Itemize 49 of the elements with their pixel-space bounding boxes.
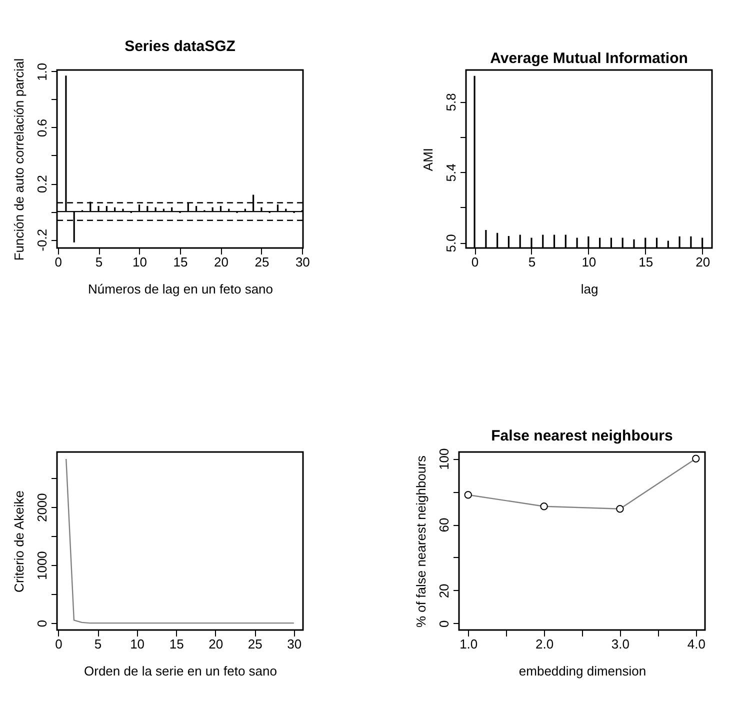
y-tick-label: 20: [436, 584, 452, 598]
x-axis-title: embedding dimension: [518, 664, 646, 678]
y-tick-label: 0: [436, 620, 452, 628]
x-tick-label: 20: [208, 636, 224, 652]
y-tick-label: 1.0: [34, 62, 50, 81]
x-tick-label: 15: [173, 254, 188, 270]
y-axis-title: % of false nearest neighbours: [414, 455, 428, 628]
x-tick-label: 5: [528, 254, 536, 270]
x-tick-label: 5: [95, 254, 103, 270]
x-tick-label: 3.0: [611, 636, 630, 652]
chart-title: Average Mutual Information: [490, 50, 688, 67]
y-axis-title: AMI: [420, 148, 436, 172]
x-tick-label: 15: [638, 254, 654, 270]
y-tick-label: 0.6: [34, 118, 50, 138]
y-tick-label: 0: [34, 620, 50, 628]
x-axis-title: lag: [580, 282, 598, 296]
x-tick-label: 2.0: [536, 636, 554, 652]
y-axis-title: Criterio de Akeike: [12, 490, 26, 592]
x-tick-label: 20: [696, 254, 710, 270]
y-tick-label: 100: [436, 448, 452, 470]
x-tick-label: 10: [130, 636, 145, 652]
y-tick-label: 5.8: [444, 93, 458, 112]
x-tick-label: 30: [287, 636, 302, 652]
y-tick-label: 2000: [34, 493, 50, 522]
x-axis-title: Orden de la serie en un feto sano: [84, 664, 277, 678]
x-tick-label: 30: [295, 254, 310, 270]
y-tick-label: -0.2: [34, 228, 50, 252]
x-tick-label: 0: [471, 254, 479, 270]
x-tick-label: 25: [254, 254, 270, 270]
x-tick-label: 5: [94, 636, 102, 652]
x-tick-label: 0: [55, 636, 62, 652]
x-tick-label: 15: [169, 636, 184, 652]
line-series: [66, 458, 294, 624]
x-tick-label: 1.0: [460, 636, 478, 652]
x-tick-label: 10: [582, 254, 596, 270]
x-tick-label: 25: [248, 636, 262, 652]
x-tick-label: 10: [132, 254, 148, 270]
x-tick-label: 20: [214, 254, 228, 270]
chart-title: Series dataSGZ: [124, 38, 236, 55]
y-tick-label: 0.2: [34, 174, 50, 194]
y-tick-label: 5.4: [444, 164, 458, 182]
y-tick-label: 5.0: [444, 234, 458, 252]
y-tick-label: 1000: [34, 551, 50, 580]
x-tick-label: 4.0: [687, 636, 706, 652]
x-axis-title: Números de lag en un feto sano: [88, 282, 274, 296]
y-axis-title: Función de auto correlación parcial: [12, 58, 26, 261]
y-tick-label: 60: [436, 518, 452, 532]
x-tick-label: 0: [54, 254, 62, 270]
chart-title: False nearest neighbours: [491, 428, 673, 445]
